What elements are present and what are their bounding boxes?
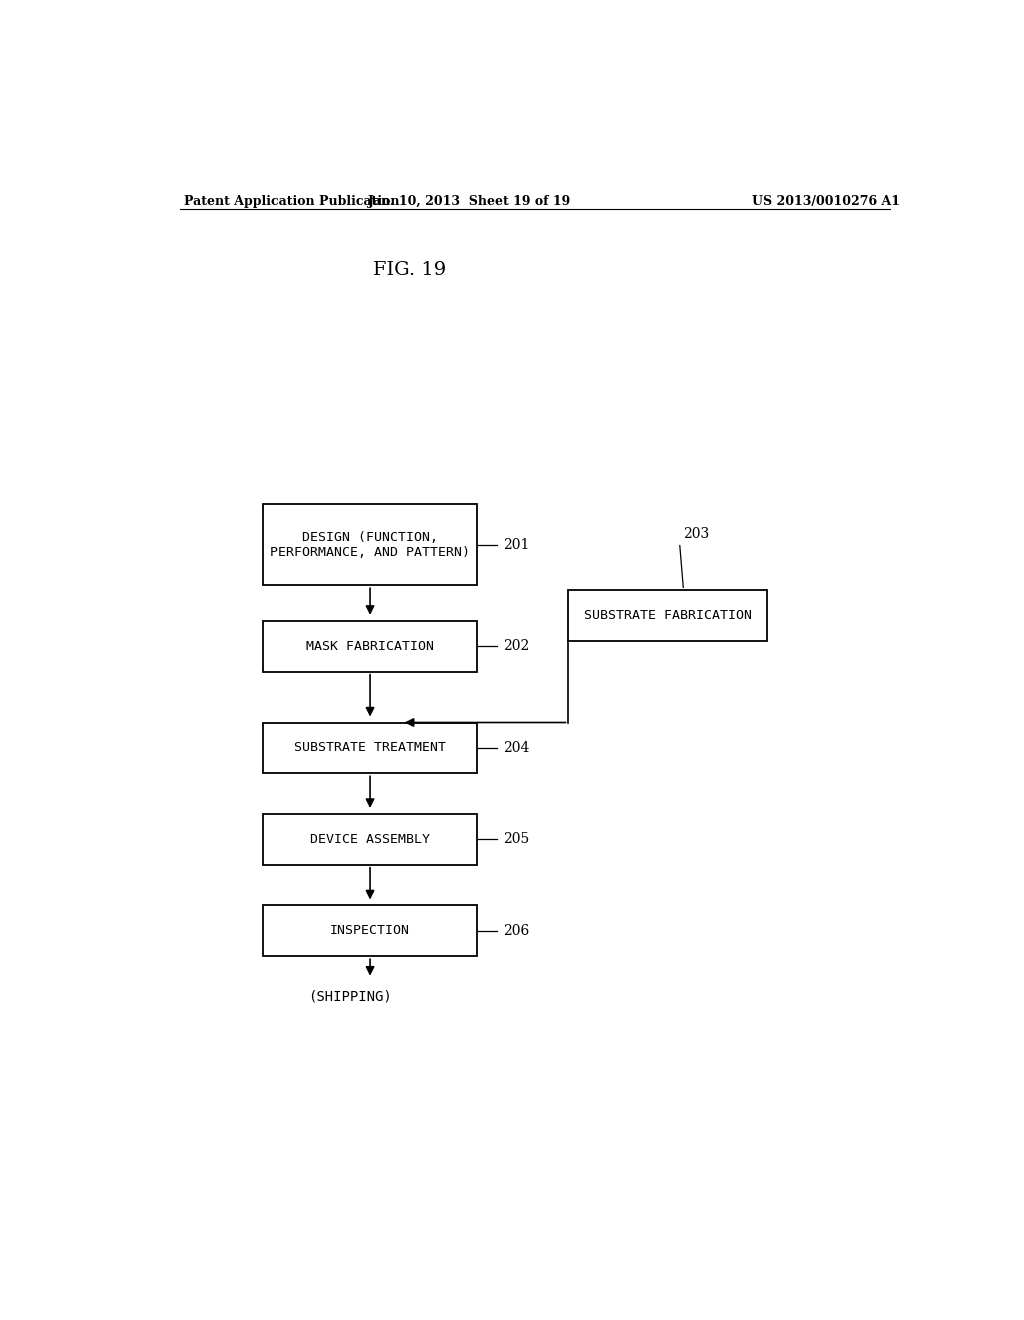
- Text: DEVICE ASSEMBLY: DEVICE ASSEMBLY: [310, 833, 430, 846]
- Text: 201: 201: [504, 537, 529, 552]
- Bar: [263, 620, 477, 672]
- Text: SUBSTRATE FABRICATION: SUBSTRATE FABRICATION: [584, 610, 752, 622]
- Bar: [263, 722, 477, 774]
- Text: FIG. 19: FIG. 19: [373, 261, 446, 280]
- Bar: [263, 814, 477, 865]
- Text: Jan. 10, 2013  Sheet 19 of 19: Jan. 10, 2013 Sheet 19 of 19: [368, 194, 570, 207]
- Bar: [263, 504, 477, 585]
- Text: Patent Application Publication: Patent Application Publication: [183, 194, 399, 207]
- Text: 203: 203: [684, 528, 710, 541]
- Text: 205: 205: [504, 833, 529, 846]
- Bar: [263, 906, 477, 956]
- Text: 202: 202: [504, 639, 529, 653]
- Text: SUBSTRATE TREATMENT: SUBSTRATE TREATMENT: [294, 742, 446, 755]
- Text: 204: 204: [504, 741, 529, 755]
- Text: MASK FABRICATION: MASK FABRICATION: [306, 640, 434, 653]
- Text: INSPECTION: INSPECTION: [330, 924, 410, 937]
- Text: US 2013/0010276 A1: US 2013/0010276 A1: [753, 194, 900, 207]
- Text: DESIGN (FUNCTION,
PERFORMANCE, AND PATTERN): DESIGN (FUNCTION, PERFORMANCE, AND PATTE…: [270, 531, 470, 558]
- Bar: [568, 590, 767, 642]
- Text: (SHIPPING): (SHIPPING): [308, 990, 392, 1005]
- Text: 206: 206: [504, 924, 529, 939]
